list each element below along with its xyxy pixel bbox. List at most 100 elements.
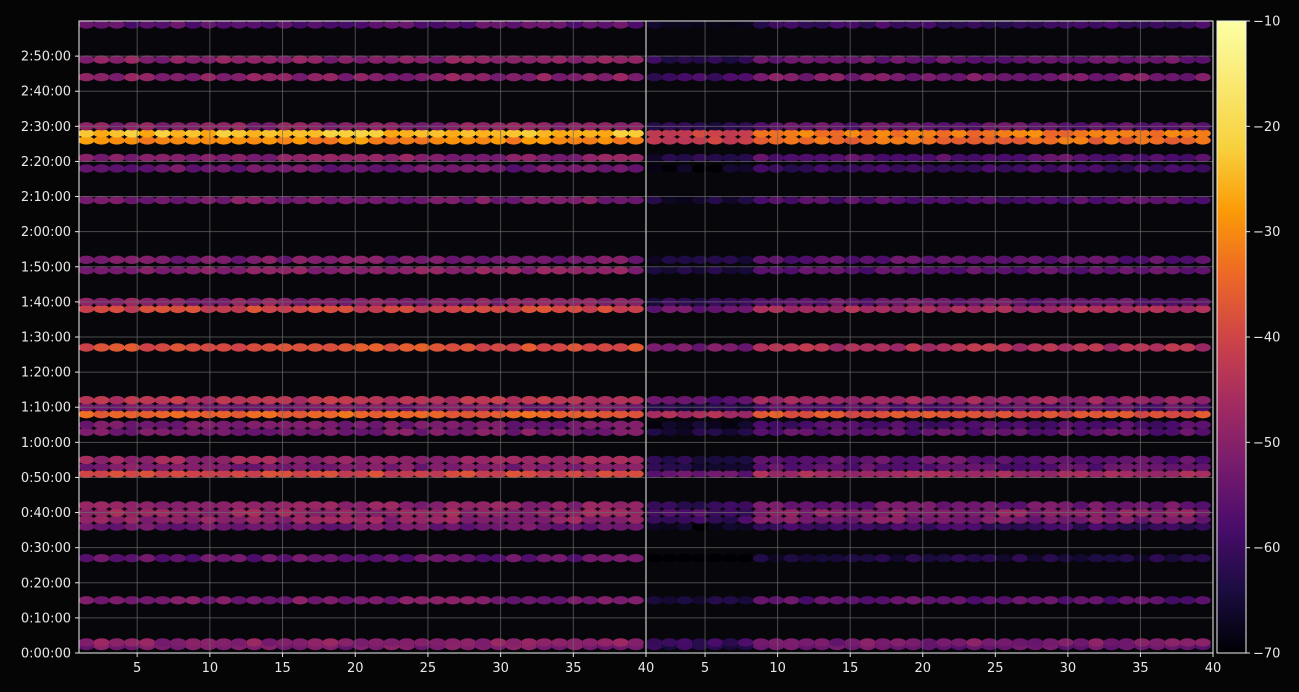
heatmap-cell bbox=[246, 21, 263, 29]
heatmap-cell bbox=[627, 136, 644, 145]
heatmap-cell bbox=[676, 304, 693, 314]
heatmap-cell bbox=[1164, 266, 1181, 275]
heatmap-cell bbox=[459, 129, 476, 138]
heatmap-cell bbox=[429, 153, 446, 163]
heatmap-cell bbox=[1027, 255, 1044, 264]
heatmap-cell bbox=[1042, 455, 1059, 465]
heatmap-cell bbox=[521, 21, 537, 29]
heatmap-cell bbox=[215, 55, 232, 64]
heatmap-cell bbox=[1072, 21, 1089, 29]
heatmap-cell bbox=[185, 462, 202, 472]
heatmap-cell bbox=[79, 427, 95, 436]
heatmap-cell bbox=[139, 596, 156, 605]
heatmap-cell bbox=[307, 136, 324, 145]
heatmap-cell bbox=[905, 266, 922, 275]
heatmap-cell bbox=[246, 255, 263, 264]
heatmap-cell bbox=[813, 153, 830, 163]
heatmap-cell bbox=[154, 73, 171, 82]
heatmap-cell bbox=[261, 455, 278, 465]
heatmap-cell bbox=[246, 469, 263, 479]
heatmap-cell bbox=[490, 455, 507, 465]
heatmap-cell bbox=[981, 164, 998, 173]
heatmap-cell bbox=[108, 153, 125, 163]
heatmap-cell bbox=[551, 515, 568, 524]
heatmap-cell bbox=[890, 255, 907, 264]
y-tick-label: 1:40:00 bbox=[21, 295, 71, 310]
heatmap-cell bbox=[276, 522, 293, 531]
heatmap-cell bbox=[322, 164, 339, 173]
heatmap-cell bbox=[1179, 469, 1196, 479]
heatmap-cell bbox=[230, 455, 247, 465]
heatmap-cell bbox=[169, 522, 186, 531]
heatmap-cell bbox=[951, 129, 967, 138]
heatmap-cell bbox=[813, 136, 830, 145]
heatmap-cell bbox=[429, 462, 446, 472]
heatmap-cell bbox=[1088, 266, 1105, 275]
heatmap-cell bbox=[185, 420, 202, 429]
heatmap-cell bbox=[1012, 304, 1028, 314]
heatmap-cell bbox=[966, 195, 983, 205]
heatmap-cell bbox=[996, 195, 1013, 205]
heatmap-cell bbox=[1088, 55, 1105, 64]
heatmap-cell bbox=[1088, 21, 1105, 29]
heatmap-cell bbox=[79, 266, 95, 275]
heatmap-cell bbox=[124, 73, 141, 82]
heatmap-cell bbox=[490, 266, 507, 275]
heatmap-cell bbox=[783, 195, 800, 205]
heatmap-cell bbox=[890, 396, 907, 405]
heatmap-cell bbox=[1027, 304, 1044, 314]
heatmap-cell bbox=[1103, 410, 1120, 419]
heatmap-cell bbox=[276, 410, 293, 419]
heatmap-cell bbox=[185, 266, 202, 275]
heatmap-cell bbox=[1057, 55, 1074, 64]
heatmap-cell bbox=[108, 195, 125, 205]
heatmap-cell bbox=[798, 554, 815, 563]
heatmap-cell bbox=[79, 462, 95, 472]
heatmap-cell bbox=[307, 73, 324, 82]
heatmap-cell bbox=[292, 21, 308, 29]
heatmap-cell bbox=[859, 427, 876, 436]
heatmap-cell bbox=[1164, 522, 1181, 531]
heatmap-cell bbox=[722, 129, 739, 138]
heatmap-cell bbox=[996, 129, 1013, 138]
heatmap-cell bbox=[1194, 554, 1211, 563]
heatmap-cell bbox=[337, 515, 354, 524]
heatmap-cell bbox=[322, 420, 339, 429]
heatmap-cell bbox=[215, 136, 232, 145]
heatmap-cell bbox=[215, 554, 232, 563]
heatmap-cell bbox=[951, 266, 967, 275]
heatmap-cell bbox=[169, 164, 186, 173]
heatmap-cell bbox=[475, 638, 492, 647]
heatmap-cell bbox=[414, 638, 431, 647]
heatmap-cell bbox=[521, 73, 537, 82]
heatmap-cell bbox=[874, 55, 891, 64]
heatmap-cell bbox=[1194, 638, 1211, 647]
heatmap-cell bbox=[276, 427, 293, 436]
heatmap-cell bbox=[647, 129, 663, 138]
heatmap-cell bbox=[490, 304, 507, 314]
heatmap-cell bbox=[905, 515, 922, 524]
heatmap-cell bbox=[398, 55, 415, 64]
heatmap-cell bbox=[1072, 455, 1089, 465]
heatmap-cell bbox=[981, 462, 998, 472]
heatmap-cell bbox=[783, 73, 800, 82]
heatmap-cell bbox=[737, 554, 754, 563]
heatmap-cell bbox=[1057, 153, 1074, 163]
heatmap-cell bbox=[505, 501, 522, 510]
heatmap-cell bbox=[551, 129, 568, 138]
heatmap-cell bbox=[383, 136, 400, 145]
heatmap-cell bbox=[475, 396, 492, 405]
heatmap-cell bbox=[521, 304, 537, 314]
heatmap-cell bbox=[414, 136, 431, 145]
heatmap-cell bbox=[307, 343, 324, 352]
heatmap-cell bbox=[444, 420, 461, 429]
heatmap-cell bbox=[798, 129, 815, 138]
heatmap-cell bbox=[597, 515, 614, 524]
heatmap-cell bbox=[768, 343, 785, 352]
heatmap-cell bbox=[1088, 522, 1105, 531]
heatmap-cell bbox=[1133, 266, 1150, 275]
heatmap-cell bbox=[996, 343, 1013, 352]
heatmap-cell bbox=[475, 136, 492, 145]
heatmap-cell bbox=[1042, 427, 1059, 436]
heatmap-cell bbox=[1088, 427, 1105, 436]
